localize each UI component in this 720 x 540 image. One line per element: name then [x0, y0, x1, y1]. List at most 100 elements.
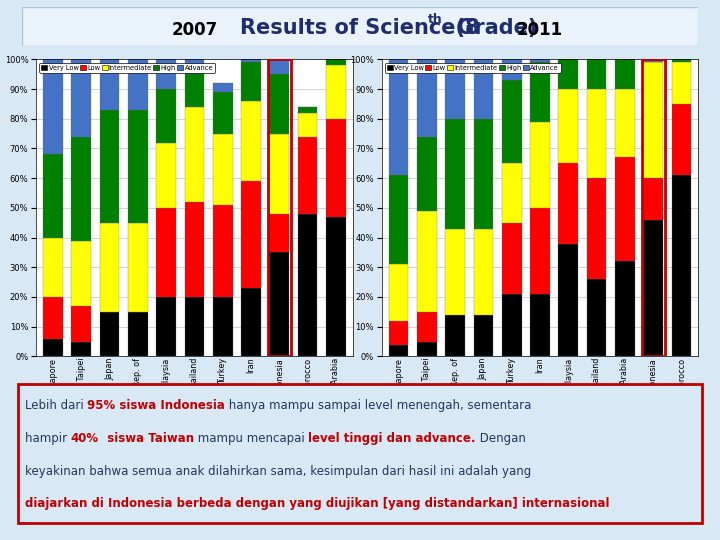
- Bar: [559, 244, 578, 356]
- Bar: [559, 89, 578, 163]
- Bar: [502, 294, 521, 356]
- Text: 95% siswa Indonesia: 95% siswa Indonesia: [87, 399, 225, 411]
- Bar: [99, 110, 120, 222]
- Bar: [128, 222, 148, 312]
- Bar: [43, 154, 63, 238]
- Bar: [128, 59, 148, 110]
- Bar: [326, 59, 346, 65]
- Text: hanya mampu sampai level menengah, sementara: hanya mampu sampai level menengah, semen…: [225, 399, 531, 411]
- Bar: [326, 119, 346, 217]
- Bar: [43, 297, 63, 339]
- Bar: [417, 211, 437, 312]
- Bar: [269, 59, 289, 74]
- Bar: [71, 240, 91, 306]
- Bar: [672, 175, 691, 356]
- Bar: [297, 137, 318, 214]
- Bar: [389, 175, 408, 264]
- Bar: [530, 208, 550, 294]
- FancyBboxPatch shape: [18, 384, 702, 523]
- Bar: [530, 59, 550, 62]
- Bar: [389, 264, 408, 321]
- Bar: [445, 315, 465, 356]
- Bar: [615, 59, 635, 89]
- Bar: [241, 288, 261, 356]
- Bar: [241, 101, 261, 181]
- Bar: [269, 252, 289, 356]
- Bar: [269, 133, 289, 214]
- Bar: [213, 133, 233, 205]
- Bar: [99, 312, 120, 356]
- Bar: [587, 279, 606, 356]
- Bar: [389, 321, 408, 345]
- Bar: [672, 59, 691, 62]
- Bar: [474, 228, 493, 315]
- Bar: [530, 122, 550, 208]
- Bar: [643, 59, 663, 62]
- Bar: [213, 297, 233, 356]
- Bar: [184, 71, 204, 107]
- Bar: [559, 53, 578, 89]
- Bar: [241, 181, 261, 288]
- Bar: [99, 222, 120, 312]
- Bar: [445, 119, 465, 228]
- Bar: [43, 339, 63, 356]
- Bar: [445, 228, 465, 315]
- Bar: [672, 104, 691, 175]
- Bar: [156, 297, 176, 356]
- Bar: [530, 62, 550, 122]
- Legend: Very Low, Low, Intermediate, High, Advance: Very Low, Low, Intermediate, High, Advan…: [40, 63, 215, 73]
- Bar: [184, 107, 204, 202]
- Bar: [156, 208, 176, 297]
- Bar: [389, 59, 408, 175]
- Bar: [43, 238, 63, 297]
- Text: 2007: 2007: [171, 21, 217, 38]
- Bar: [587, 178, 606, 279]
- Bar: [417, 137, 437, 211]
- Bar: [241, 59, 261, 62]
- Bar: [184, 59, 204, 71]
- Bar: [99, 59, 120, 110]
- Bar: [156, 89, 176, 143]
- Bar: [502, 59, 521, 80]
- Text: Dengan: Dengan: [476, 432, 526, 445]
- Bar: [213, 92, 233, 133]
- Text: Grade): Grade): [450, 18, 537, 38]
- Bar: [71, 306, 91, 341]
- Bar: [643, 178, 663, 220]
- Text: 40%: 40%: [71, 432, 99, 445]
- Bar: [587, 89, 606, 178]
- Text: siswa Taiwan: siswa Taiwan: [99, 432, 194, 445]
- Bar: [417, 59, 437, 137]
- Text: Lebih dari: Lebih dari: [24, 399, 87, 411]
- Bar: [156, 143, 176, 208]
- Bar: [71, 341, 91, 356]
- Text: 2011: 2011: [517, 21, 563, 38]
- Text: Results of Science(8: Results of Science(8: [240, 18, 480, 38]
- Bar: [643, 62, 663, 178]
- Bar: [502, 163, 521, 222]
- Bar: [213, 83, 233, 92]
- Bar: [43, 59, 63, 154]
- Bar: [269, 74, 289, 133]
- Bar: [502, 80, 521, 163]
- Legend: Very Low, Low, Intermediate, High, Advance: Very Low, Low, Intermediate, High, Advan…: [385, 63, 561, 73]
- Bar: [615, 261, 635, 356]
- Text: th: th: [428, 13, 443, 26]
- Text: diajarkan di Indonesia berbeda dengan yang diujikan [yang distandarkan] internas: diajarkan di Indonesia berbeda dengan ya…: [24, 497, 609, 510]
- Bar: [474, 59, 493, 119]
- Bar: [156, 59, 176, 89]
- Bar: [530, 294, 550, 356]
- Bar: [241, 62, 261, 101]
- Text: hampir: hampir: [24, 432, 71, 445]
- Bar: [297, 113, 318, 137]
- Bar: [474, 315, 493, 356]
- Bar: [184, 202, 204, 297]
- Bar: [417, 341, 437, 356]
- FancyBboxPatch shape: [22, 7, 698, 46]
- Bar: [615, 157, 635, 261]
- Bar: [71, 59, 91, 137]
- Bar: [389, 345, 408, 356]
- Bar: [587, 59, 606, 89]
- Bar: [474, 119, 493, 228]
- Bar: [326, 217, 346, 356]
